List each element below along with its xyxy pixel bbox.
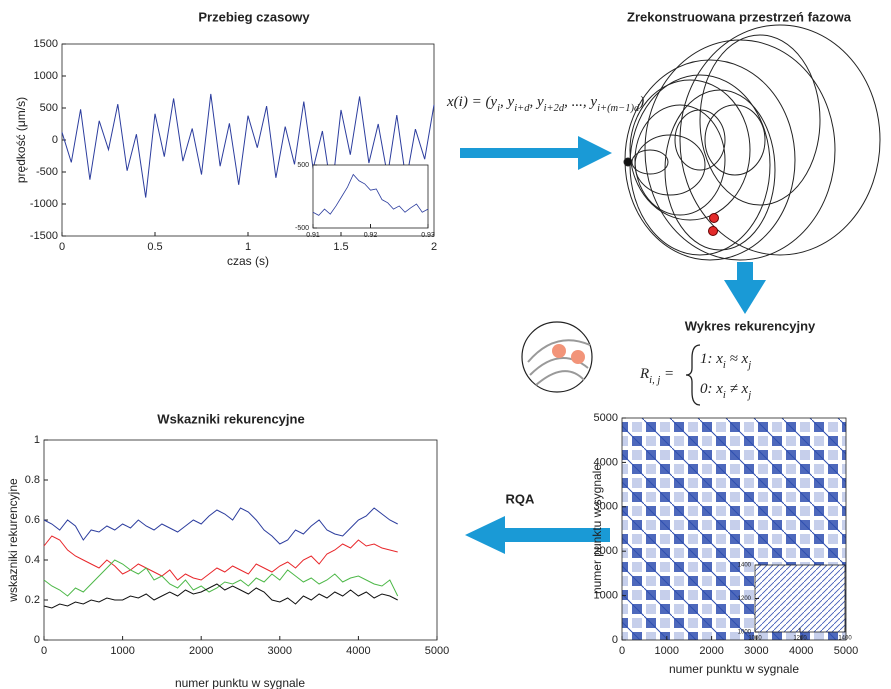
formula: 1: xi ≈ xj [700,351,751,370]
formula-part: i+d [514,103,530,114]
figure: RQA Przebieg czasowyy(t) = {y1, y2, ...,… [0,0,891,689]
y-axis-label: numer punktu w sygnale [590,464,604,594]
formula-part: ≠ x [726,381,749,397]
formula-part: , ..., y [564,94,597,110]
x-tick-label: 0 [41,645,47,657]
formula-part: i, j [649,375,660,386]
x-tick-label: 3000 [268,645,292,657]
state-point [709,227,718,236]
chart-title: Wykres rekurencyjny [685,318,816,333]
formula-part: i+2d [544,103,565,114]
formula-part: 1: x [700,351,723,367]
plot-area [313,165,428,228]
formula-part: , y [500,94,515,110]
x-tick-label: 1000 [748,636,762,642]
formula-part: x(i) = (y [446,94,497,110]
y-tick-label: -1500 [30,230,58,242]
x-tick-label: 2 [431,241,437,253]
x-axis-label: numer punktu w sygnale [669,662,799,676]
formula: Ri, j = [639,366,674,385]
x-tick-label: 0.5 [147,241,162,253]
x-tick-label: 4000 [789,645,813,657]
formula-part: 0: x [700,381,723,397]
y-tick-label: 0.6 [25,514,40,526]
y-tick-label: 0 [612,634,618,646]
y-tick-label: 0 [52,134,58,146]
y-tick-label: -1000 [30,198,58,210]
x-tick-label: 1.5 [333,241,348,253]
formula: x(i) = (yi, yi+d, yi+2d, ..., yi+(m−1)d) [446,94,644,113]
x-tick-label: 0.93 [421,232,435,239]
x-tick-label: 5000 [425,645,449,657]
x-axis-label: czas (s) [227,254,269,268]
y-tick-label: 1000 [738,630,752,636]
y-tick-label: 1500 [34,38,58,50]
page: RQA Przebieg czasowyy(t) = {y1, y2, ...,… [0,0,891,689]
plot-area [755,565,845,632]
y-axis-label: prędkość (μm/s) [14,97,28,183]
x-axis-label: numer punktu w sygnale [175,676,305,689]
arrow-label: RQA [506,491,536,506]
x-tick-label: 1000 [110,645,134,657]
x-tick-label: 1 [245,241,251,253]
formula-part: = [660,366,674,382]
state-point [710,214,719,223]
phase-portrait [624,25,880,260]
y-tick-label: 0.8 [25,474,40,486]
formula-part: , y [529,94,544,110]
x-tick-label: 4000 [346,645,370,657]
x-tick-label: 3000 [744,645,768,657]
x-tick-label: 1400 [838,636,852,642]
chart-title: Zrekonstruowana przestrzeń fazowa [627,9,852,24]
magnifier-icon [522,322,592,392]
x-tick-label: 0.92 [364,232,378,239]
x-tick-label: 0 [619,645,625,657]
formula-part: ) [638,94,644,110]
y-tick-label: 5000 [594,412,618,424]
x-tick-label: 0 [59,241,65,253]
y-tick-label: 0.2 [25,594,40,606]
y-tick-label: 500 [40,102,58,114]
y-tick-label: 1 [34,434,40,446]
y-tick-label: 0 [34,634,40,646]
y-tick-label: -500 [36,166,58,178]
formula-part: i+(m−1)d [597,103,640,114]
y-tick-label: 1200 [738,596,752,602]
x-tick-label: 1200 [793,636,807,642]
formula: 0: xi ≠ xj [700,381,751,400]
x-tick-label: 5000 [834,645,858,657]
chart-title: Przebieg czasowy [198,9,310,24]
y-axis-label: wskazniki rekurencyjne [6,478,20,603]
chart-title: Wskazniki rekurencyjne [157,411,304,426]
charts: Przebieg czasowyy(t) = {y1, y2, ..., yk}… [6,9,858,689]
y-tick-label: 1400 [738,563,752,569]
x-tick-label: 0.91 [306,232,320,239]
brace [686,345,700,405]
y-tick-label: 1000 [34,70,58,82]
x-tick-label: 2000 [189,645,213,657]
y-tick-label: 0.4 [25,554,40,566]
plot-area [44,440,437,640]
y-tick-label: -500 [295,225,309,232]
x-tick-label: 1000 [655,645,679,657]
y-tick-label: 500 [297,162,309,169]
formula-part: ≈ x [726,351,749,367]
x-tick-label: 2000 [699,645,723,657]
formula-part: R [639,366,649,382]
